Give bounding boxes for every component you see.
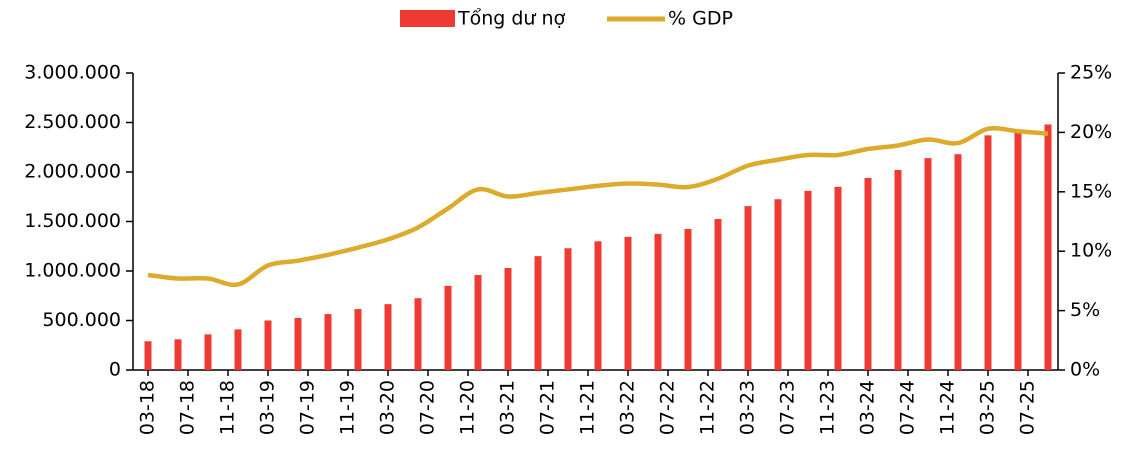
bar xyxy=(204,334,212,370)
x-tick-label: 07-19 xyxy=(297,380,319,435)
y-tick-label: 2.000.000 xyxy=(24,161,121,183)
y-tick-label: 500.000 xyxy=(42,309,121,331)
bar xyxy=(924,158,932,370)
x-tick-label: 03-25 xyxy=(977,380,999,435)
bar xyxy=(594,241,602,370)
y-tick-label: 1.000.000 xyxy=(24,260,121,282)
bar xyxy=(174,339,182,370)
x-tick-label: 03-23 xyxy=(737,380,759,435)
x-tick-label: 07-25 xyxy=(1017,380,1039,435)
y-tick-label: 3.000.000 xyxy=(24,62,121,84)
y2-tick-label: 15% xyxy=(1070,180,1112,202)
x-tick-label: 03-21 xyxy=(497,380,519,435)
bar xyxy=(834,186,842,370)
bar xyxy=(384,304,392,370)
x-tick-label: 11-22 xyxy=(697,380,719,435)
bar xyxy=(414,298,422,370)
x-tick-label: 03-18 xyxy=(137,380,159,435)
bar xyxy=(264,320,272,370)
bar xyxy=(894,170,902,370)
x-tick-label: 03-22 xyxy=(617,380,639,435)
bar xyxy=(534,256,542,370)
bar xyxy=(234,329,242,370)
bar xyxy=(864,177,872,370)
x-tick-label: 11-24 xyxy=(937,380,959,435)
bar xyxy=(744,206,752,370)
y-tick-label: 0 xyxy=(109,359,121,381)
bar xyxy=(1014,131,1022,370)
y-tick-label: 2.500.000 xyxy=(24,111,121,133)
bar xyxy=(324,314,332,370)
x-tick-label: 07-21 xyxy=(537,380,559,435)
y2-tick-label: 5% xyxy=(1070,299,1100,321)
y2-tick-label: 0% xyxy=(1070,359,1100,381)
x-tick-label: 07-24 xyxy=(897,380,919,435)
bar xyxy=(294,318,302,370)
x-tick-label: 07-20 xyxy=(417,380,439,435)
line xyxy=(147,126,1049,288)
bar xyxy=(774,199,782,370)
y2-tick-label: 10% xyxy=(1070,240,1112,262)
bar xyxy=(564,248,572,370)
bar xyxy=(144,341,152,370)
x-tick-label: 11-20 xyxy=(457,380,479,435)
x-tick-label: 11-23 xyxy=(817,380,839,435)
y2-tick-label: 20% xyxy=(1070,121,1112,143)
legend-swatch xyxy=(400,10,455,27)
legend-label: % GDP xyxy=(668,8,733,30)
x-tick-label: 07-18 xyxy=(177,380,199,435)
x-tick-label: 11-21 xyxy=(577,380,599,435)
y2-tick-label: 25% xyxy=(1070,62,1112,84)
bar xyxy=(654,233,662,370)
bar xyxy=(804,190,812,370)
legend-label: Tổng dư nợ xyxy=(457,8,566,30)
bar xyxy=(444,285,452,370)
x-tick-label: 03-24 xyxy=(857,380,879,435)
x-tick-label: 07-22 xyxy=(657,380,679,435)
x-tick-label: 11-19 xyxy=(337,380,359,435)
bar xyxy=(624,236,632,370)
bar xyxy=(1044,124,1052,370)
y-tick-label: 1.500.000 xyxy=(24,210,121,232)
bar xyxy=(714,219,722,370)
x-tick-label: 11-18 xyxy=(217,380,239,435)
bar xyxy=(474,274,482,370)
x-tick-label: 07-23 xyxy=(777,380,799,435)
bar xyxy=(504,268,512,370)
bar xyxy=(954,154,962,370)
bar xyxy=(354,309,362,370)
x-tick-label: 03-20 xyxy=(377,380,399,435)
bar xyxy=(984,135,992,370)
x-tick-label: 03-19 xyxy=(257,380,279,435)
bar xyxy=(684,228,692,370)
